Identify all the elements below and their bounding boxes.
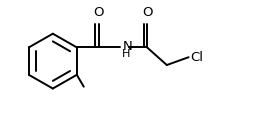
Text: Cl: Cl xyxy=(191,51,204,64)
Text: H: H xyxy=(122,49,131,59)
Text: N: N xyxy=(122,40,132,53)
Text: O: O xyxy=(93,6,104,19)
Text: O: O xyxy=(142,6,152,19)
